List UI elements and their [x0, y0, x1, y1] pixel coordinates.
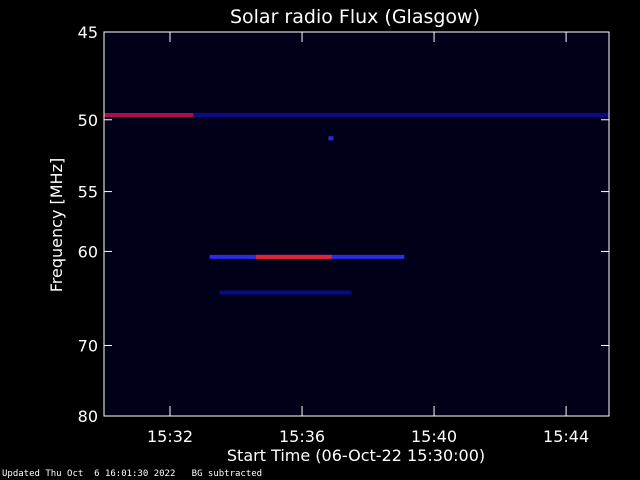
interference-spot-51mhz	[328, 136, 334, 141]
chart-title: Solar radio Flux (Glasgow)	[230, 6, 480, 28]
x-tick-label: 15:44	[543, 427, 589, 446]
y-tick-label: 80	[78, 407, 98, 426]
heatmap-area	[104, 32, 609, 416]
y-tick-label: 60	[78, 242, 98, 261]
interference-segment-50mhz	[104, 113, 194, 118]
y-axis: 45 50 55 60 70 80	[78, 23, 609, 426]
y-tick-label: 45	[78, 23, 98, 42]
y-axis-label: Frequency [MHz]	[47, 158, 66, 292]
x-tick-label: 15:40	[411, 427, 457, 446]
bg-note: BG subtracted	[191, 469, 263, 479]
y-tick-label: 55	[78, 183, 98, 202]
x-axis: 15:32 15:36 15:40 15:44	[147, 32, 589, 446]
y-tick-label: 70	[78, 336, 98, 355]
faint-line-64mhz	[219, 290, 352, 295]
heatmap-background	[104, 32, 609, 416]
x-tick-label: 15:36	[279, 427, 325, 446]
plot-frame	[103, 31, 610, 417]
footer: Updated Thu Oct 6 16:01:30 2022 BG subtr…	[2, 469, 262, 479]
y-tick-label: 50	[78, 111, 98, 130]
x-tick-label: 15:32	[147, 427, 193, 446]
updated-timestamp: Updated Thu Oct 6 16:01:30 2022	[2, 469, 176, 479]
x-axis-label: Start Time (06-Oct-22 15:30:00)	[227, 446, 485, 465]
interference-line-50mhz	[104, 113, 609, 118]
narrowband-core-60mhz	[255, 254, 332, 259]
